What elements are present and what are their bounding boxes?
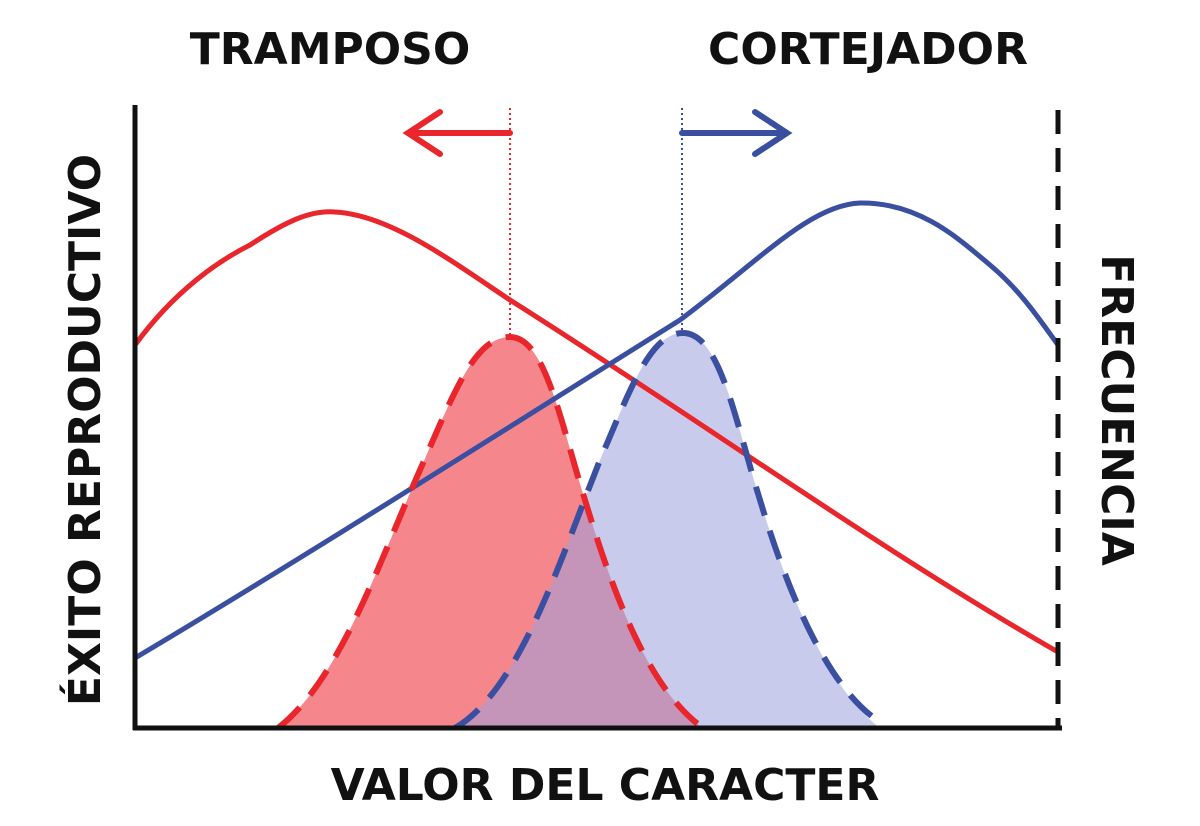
blue-frequency-fill [455, 333, 880, 728]
blue-success-curve [133, 200, 1061, 661]
y-axis-left-label: ÉXITO REPRODUCTIVO [58, 154, 111, 706]
red-success-curve [132, 209, 1060, 655]
blue-frequency-curve [453, 329, 882, 731]
label-tramposo: TRAMPOSO [190, 24, 470, 75]
label-cortejador: CORTEJADOR [708, 24, 1028, 75]
red-frequency-curve [276, 333, 705, 731]
blue-arrow-right-icon [679, 109, 793, 157]
y-axis-right-label: FRECUENCIA [1091, 254, 1142, 566]
x-axis-label: VALOR DEL CARACTER [331, 760, 880, 811]
red-arrow-left-icon [402, 109, 513, 157]
